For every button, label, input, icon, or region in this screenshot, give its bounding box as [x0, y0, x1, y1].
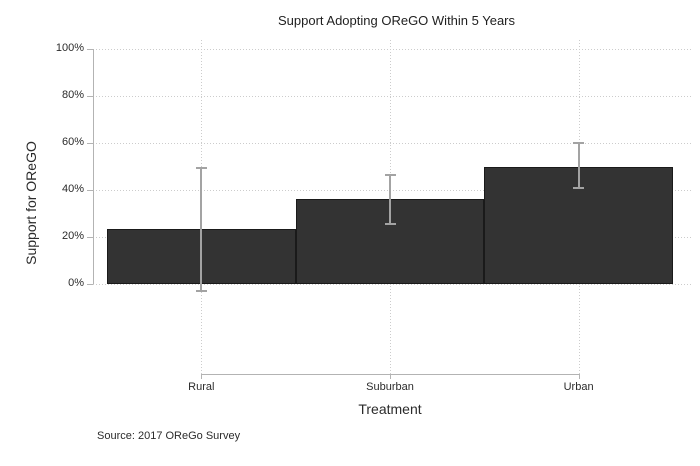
x-tick: [201, 374, 203, 379]
h-gridline: [93, 284, 692, 285]
error-bar-urban-cap-top: [573, 142, 585, 144]
x-axis-title: Treatment: [358, 401, 422, 417]
y-tick-label: 80%: [61, 89, 84, 101]
error-bar-rural-cap-bottom: [195, 290, 207, 293]
x-tick: [578, 374, 580, 379]
x-tick: [390, 374, 391, 379]
h-gridline: [93, 190, 692, 191]
error-bar-suburban: [389, 174, 391, 224]
h-gridline: [93, 49, 692, 50]
y-tick: [87, 284, 93, 285]
y-tick: [87, 190, 93, 191]
error-bar-rural: [200, 167, 203, 292]
y-tick: [87, 49, 93, 50]
x-tick-label-suburban: Suburban: [366, 381, 414, 393]
y-tick-label: 0%: [68, 277, 84, 289]
h-gridline: [93, 96, 692, 97]
y-tick: [87, 143, 93, 144]
error-bar-urban: [577, 143, 580, 188]
error-bar-rural-cap-top: [195, 166, 207, 169]
x-tick-label-urban: Urban: [563, 381, 594, 393]
x-axis-line: [201, 374, 579, 375]
y-tick: [87, 237, 93, 238]
error-bar-suburban-cap-bottom: [384, 223, 396, 226]
x-tick-label-rural: Rural: [188, 381, 215, 393]
y-axis-line: [93, 49, 94, 284]
error-bar-urban-cap-bottom: [573, 186, 585, 189]
y-tick-label: 40%: [61, 183, 84, 195]
y-tick: [87, 96, 93, 97]
source-note: Source: 2017 OReGo Survey: [97, 430, 241, 442]
y-tick-label: 100%: [55, 42, 84, 54]
y-tick-label: 60%: [61, 136, 84, 148]
y-axis-title: Support for OReGO: [23, 141, 39, 265]
y-tick-label: 20%: [61, 230, 84, 242]
chart-title: Support Adopting OReGO Within 5 Years: [277, 13, 516, 28]
h-gridline: [93, 143, 692, 144]
error-bar-suburban-cap-top: [384, 173, 396, 176]
